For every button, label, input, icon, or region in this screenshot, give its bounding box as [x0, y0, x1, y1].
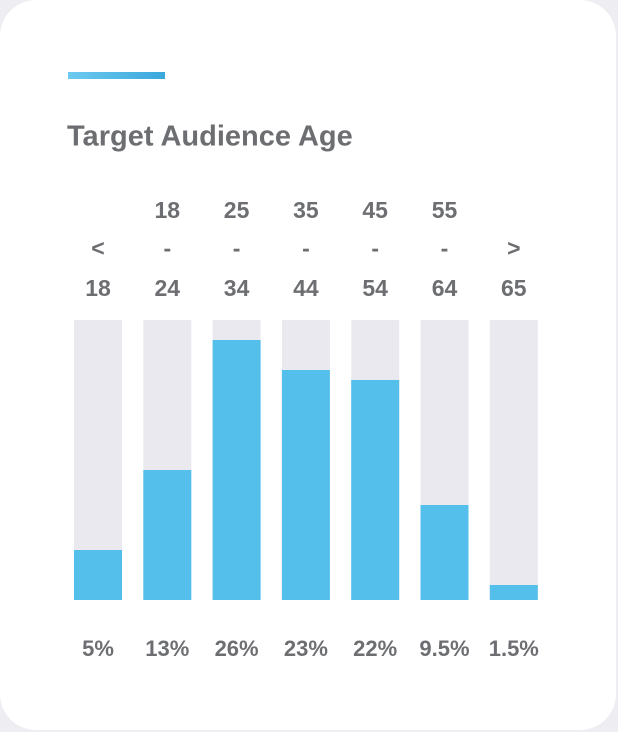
value-label: 23%	[284, 636, 328, 661]
category-label: 55 -64	[432, 197, 458, 301]
bar	[212, 340, 261, 600]
value-label: 22%	[353, 636, 397, 661]
value-label: 1.5%	[489, 636, 539, 661]
category-label: 45 -54	[362, 197, 388, 301]
bar	[74, 550, 122, 600]
value-label: 5%	[82, 636, 114, 661]
category-label: 18 -24	[155, 197, 181, 301]
value-label: 13%	[145, 636, 189, 661]
bar	[143, 470, 192, 600]
chart-title: Target Audience Age	[67, 121, 353, 153]
accent-bar	[68, 72, 165, 79]
category-label: >65	[501, 235, 527, 301]
bar	[489, 585, 538, 600]
category-label: 35 -44	[293, 197, 319, 301]
value-label: 26%	[215, 636, 259, 661]
value-label: 9.5%	[419, 636, 469, 661]
bar-track	[489, 320, 538, 600]
category-label: <18	[85, 235, 111, 301]
bar	[351, 380, 400, 600]
bar	[420, 505, 469, 600]
category-label: 25 -34	[224, 197, 250, 301]
bar	[281, 370, 330, 600]
